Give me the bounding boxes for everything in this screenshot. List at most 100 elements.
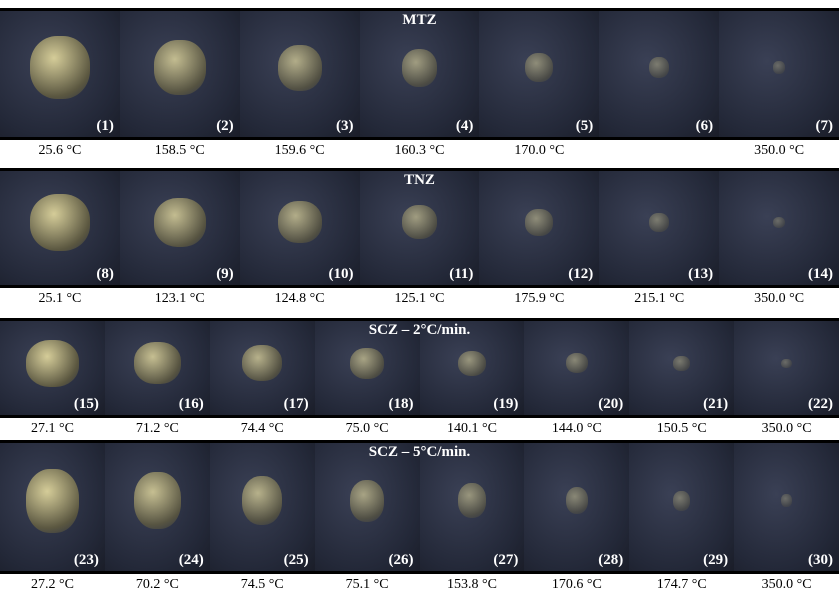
frame-label: (23) <box>74 552 99 569</box>
temperature: 215.1 °C <box>599 291 719 307</box>
frame-label: (22) <box>808 396 833 413</box>
frame-label: (7) <box>815 118 833 135</box>
frame-label: (11) <box>449 266 473 283</box>
frame-label: (27) <box>493 552 518 569</box>
temperature: 175.9 °C <box>479 291 599 307</box>
temperature: 144.0 °C <box>524 421 629 437</box>
temperature: 350.0 °C <box>719 291 839 307</box>
sample <box>30 36 90 99</box>
frame-label: (29) <box>703 552 728 569</box>
micrograph: (30) <box>734 443 839 571</box>
sample <box>350 480 384 522</box>
sample <box>154 198 206 247</box>
micrograph: (6) <box>599 11 720 137</box>
sample <box>402 205 438 239</box>
temperature: 170.6 °C <box>524 577 629 593</box>
sample <box>26 469 78 533</box>
temperature: 71.2 °C <box>105 421 210 437</box>
sample <box>649 213 669 232</box>
micrograph: (7) <box>719 11 839 137</box>
figure: (1)(2)(3)(4)(5)(6)(7)MTZ25.6 °C158.5 °C1… <box>0 0 839 597</box>
image-strip: (15)(16)(17)(18)(19)(20)(21)(22)SCZ – 2°… <box>0 318 839 418</box>
micrograph: (2) <box>120 11 241 137</box>
frame-label: (24) <box>179 552 204 569</box>
sample <box>134 342 180 384</box>
temperature: 125.1 °C <box>360 291 480 307</box>
temperature: 25.6 °C <box>0 143 120 159</box>
frame-label: (4) <box>456 118 474 135</box>
image-strip: (8)(9)(10)(11)(12)(13)(14)TNZ <box>0 168 839 288</box>
micrograph: (1) <box>0 11 121 137</box>
sample <box>402 49 438 87</box>
micrograph: (27) <box>420 443 526 571</box>
frame-label: (6) <box>696 118 714 135</box>
temperature: 25.1 °C <box>0 291 120 307</box>
frame-label: (12) <box>568 266 593 283</box>
micrograph: (23) <box>0 443 106 571</box>
frame-label: (1) <box>96 118 114 135</box>
image-strip: (1) (2) (3) (4) (5) (6) (7) MTZ <box>0 8 839 140</box>
frame-label: (25) <box>284 552 309 569</box>
frame-label: (18) <box>389 396 414 413</box>
frame-label: (16) <box>179 396 204 413</box>
frame-label: (9) <box>216 266 234 283</box>
sample <box>30 194 90 251</box>
temperature: 70.2 °C <box>105 577 210 593</box>
sample <box>781 494 791 507</box>
panel-title: SCZ – 2°C/min. <box>0 322 839 339</box>
sample <box>773 217 785 228</box>
micrograph: (3) <box>240 11 361 137</box>
micrograph: (26) <box>315 443 421 571</box>
sample <box>781 359 791 368</box>
frame-label: (28) <box>598 552 623 569</box>
sample <box>278 45 322 91</box>
micrograph: (4) <box>360 11 481 137</box>
frame-label: (3) <box>336 118 354 135</box>
sample <box>566 353 588 373</box>
temperature: 350.0 °C <box>734 421 839 437</box>
temperature: 27.1 °C <box>0 421 105 437</box>
temperature: 350.0 °C <box>734 577 839 593</box>
sample <box>458 483 486 518</box>
temperature: 123.1 °C <box>120 291 240 307</box>
sample <box>566 487 588 514</box>
temperature: 74.5 °C <box>210 577 315 593</box>
sample <box>350 348 384 379</box>
sample <box>242 345 282 381</box>
temperature: 140.1 °C <box>420 421 525 437</box>
temperature: 124.8 °C <box>240 291 360 307</box>
frame-label: (15) <box>74 396 99 413</box>
frame-label: (30) <box>808 552 833 569</box>
sample <box>458 351 486 377</box>
temperature: 74.4 °C <box>210 421 315 437</box>
frame-label: (2) <box>216 118 234 135</box>
sample <box>242 476 282 525</box>
frame-label: (17) <box>284 396 309 413</box>
panel-title: SCZ – 5°C/min. <box>0 444 839 461</box>
frame-label: (21) <box>703 396 728 413</box>
temperature: 75.0 °C <box>315 421 420 437</box>
sample <box>673 356 689 371</box>
temperature: 27.2 °C <box>0 577 105 593</box>
temperature: 158.5 °C <box>120 143 240 159</box>
temperature: 160.3 °C <box>360 143 480 159</box>
temperature: 159.6 °C <box>240 143 360 159</box>
panel-title: MTZ <box>0 12 839 29</box>
frame-label: (10) <box>329 266 354 283</box>
frame-label: (19) <box>493 396 518 413</box>
sample <box>26 340 78 387</box>
sample <box>278 201 322 243</box>
micrograph: (29) <box>629 443 735 571</box>
temperature: 174.7 °C <box>629 577 734 593</box>
panel-title: TNZ <box>0 172 839 189</box>
micrograph: (5) <box>479 11 600 137</box>
micrograph: (28) <box>524 443 630 571</box>
sample <box>154 40 206 95</box>
frame-label: (26) <box>389 552 414 569</box>
frame-label: (14) <box>808 266 833 283</box>
temperature: 150.5 °C <box>629 421 734 437</box>
sample <box>673 491 689 511</box>
temperature: 350.0 °C <box>719 143 839 159</box>
temperature: 75.1 °C <box>315 577 420 593</box>
micrograph: (25) <box>210 443 316 571</box>
